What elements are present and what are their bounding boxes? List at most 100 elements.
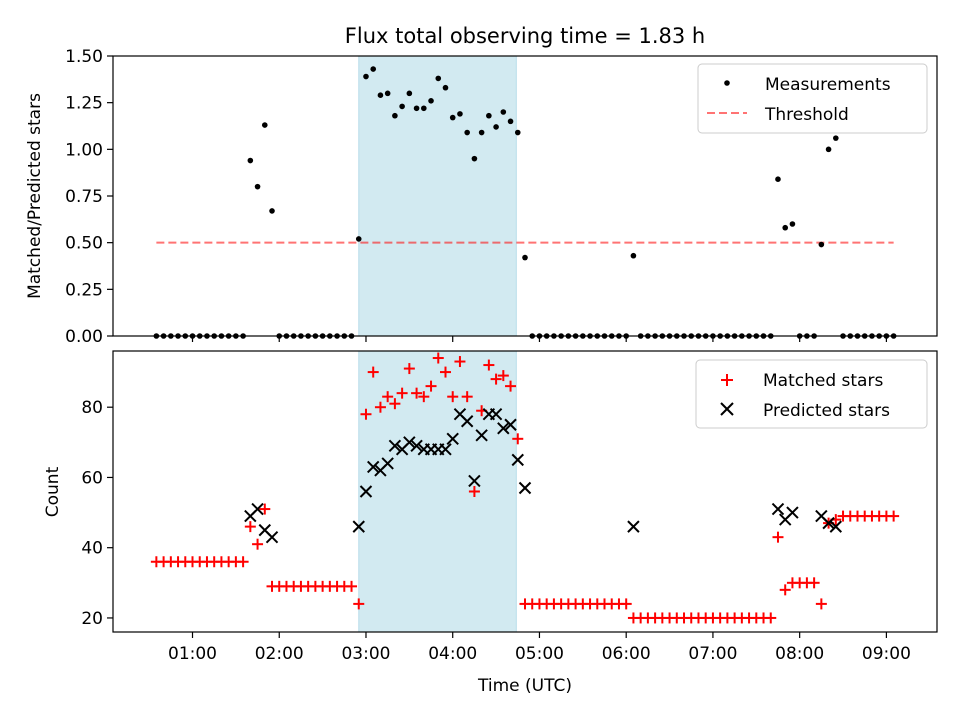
predicted-star-point [822, 516, 835, 530]
bottom-y-tick-label: 80 [81, 398, 103, 418]
measurement-point [775, 176, 781, 182]
measurement-point [486, 112, 492, 119]
top-y-ticks: 0.00 0.25 0.50 0.75 1.00 1.25 1.50 [65, 47, 113, 347]
top-legend: Measurements Threshold [697, 63, 928, 134]
predicted-star-point [352, 520, 365, 533]
measurement-point [789, 221, 796, 227]
predicted-star-point [489, 408, 503, 421]
matched-star-point [765, 612, 777, 624]
bottom-legend: Matched stars Predicted stars [695, 359, 928, 429]
measurement-point [399, 103, 405, 110]
predicted-star-point [410, 439, 423, 453]
measurement-point [449, 114, 456, 121]
predicted-star-point [439, 443, 452, 456]
bottom-x-ticks: 01:00 02:00 03:00 04:00 05:00 06:00 07:00 08:00… [168, 632, 911, 664]
predicted-star-point [511, 453, 524, 467]
bottom-y-axis-label: Count [43, 466, 63, 517]
matched-star-point [497, 370, 509, 382]
measurement-point [825, 146, 832, 153]
matched-star-point [252, 538, 264, 550]
measurement-point [392, 112, 398, 119]
measurement-point [507, 118, 514, 125]
measurement-point [363, 73, 369, 80]
matched-star-point [403, 363, 415, 375]
measurement-point [471, 155, 478, 162]
matched-star-point [244, 521, 256, 533]
matched-star-point [432, 352, 444, 364]
predicted-star-point [504, 418, 517, 431]
matched-star-point [779, 584, 791, 596]
predicted-star-point [403, 436, 416, 449]
legend-matched-marker [721, 374, 733, 386]
predicted-star-point [497, 422, 510, 435]
matched-star-point [439, 366, 451, 378]
measurement-point [630, 252, 637, 259]
predicted-star-point [251, 502, 264, 516]
measurement-point [478, 129, 485, 136]
predicted-star-point [771, 502, 785, 516]
predicted-star-point [265, 530, 279, 544]
matched-star-point [389, 398, 401, 410]
predicted-star-point [475, 429, 488, 442]
measurement-point [514, 129, 521, 136]
top-y-tick-label: 0.00 [65, 327, 103, 347]
measurement-point [254, 183, 261, 190]
measurement-point [522, 254, 528, 261]
top-y-tick-label: 1.00 [65, 140, 103, 160]
measurement-point [261, 122, 268, 128]
x-tick-label: 07:00 [688, 644, 737, 664]
x-tick-label: 02:00 [255, 644, 304, 664]
measurement-point [421, 105, 427, 112]
figure-title: Flux total observing time = 1.83 h [345, 24, 705, 48]
top-y-tick-label: 0.75 [65, 187, 103, 207]
measurement-point [413, 105, 420, 112]
matched-star-point [505, 380, 517, 392]
matched-star-point [490, 373, 502, 385]
matched-star-point [772, 531, 784, 543]
measurement-point [355, 236, 362, 242]
matched-star-point [425, 380, 437, 392]
predicted-star-point [460, 415, 474, 428]
measurement-point [782, 224, 789, 231]
legend-predicted-label: Predicted stars [763, 401, 890, 421]
top-y-tick-label: 0.50 [65, 234, 103, 254]
matched-star-point [620, 598, 632, 610]
matched-star-point [468, 486, 480, 497]
predicted-star-point [786, 506, 799, 519]
predicted-star-point [381, 457, 394, 470]
matched-star-point [259, 503, 271, 515]
matched-star-point [367, 366, 379, 378]
x-tick-label: 06:00 [602, 644, 651, 664]
matched-star-point [483, 359, 495, 371]
measurement-point [428, 98, 434, 104]
matched-star-point [237, 556, 249, 568]
measurement-point [370, 66, 377, 72]
bottom-highlight-span [358, 350, 517, 633]
legend-predicted-marker [720, 402, 734, 416]
top-y-axis-label: Matched/Predicted stars [25, 93, 45, 299]
bottom-y-tick-label: 40 [81, 539, 103, 559]
matched-star-point [374, 401, 386, 413]
x-axis-label: Time (UTC) [477, 676, 572, 696]
predicted-star-point [829, 520, 843, 533]
x-tick-label: 04:00 [428, 644, 477, 664]
measurement-point [269, 208, 275, 214]
legend-measurements-marker [724, 80, 730, 86]
predicted-star-point [446, 432, 459, 446]
predicted-star-point [518, 481, 532, 495]
matched-star-point [382, 391, 394, 403]
matched-star-point [411, 387, 423, 399]
measurement-point [247, 157, 254, 164]
measurement-point [500, 109, 507, 115]
bottom-y-ticks: 20 40 60 80 [81, 398, 113, 629]
matched-star-point [418, 391, 430, 403]
matched-star-point [461, 391, 473, 403]
measurement-point [493, 124, 499, 130]
matched-star-point [346, 580, 358, 592]
top-x-ticks [191, 336, 888, 342]
predicted-star-point [627, 520, 640, 533]
measurement-point [457, 111, 463, 117]
predicted-star-point [359, 485, 373, 498]
